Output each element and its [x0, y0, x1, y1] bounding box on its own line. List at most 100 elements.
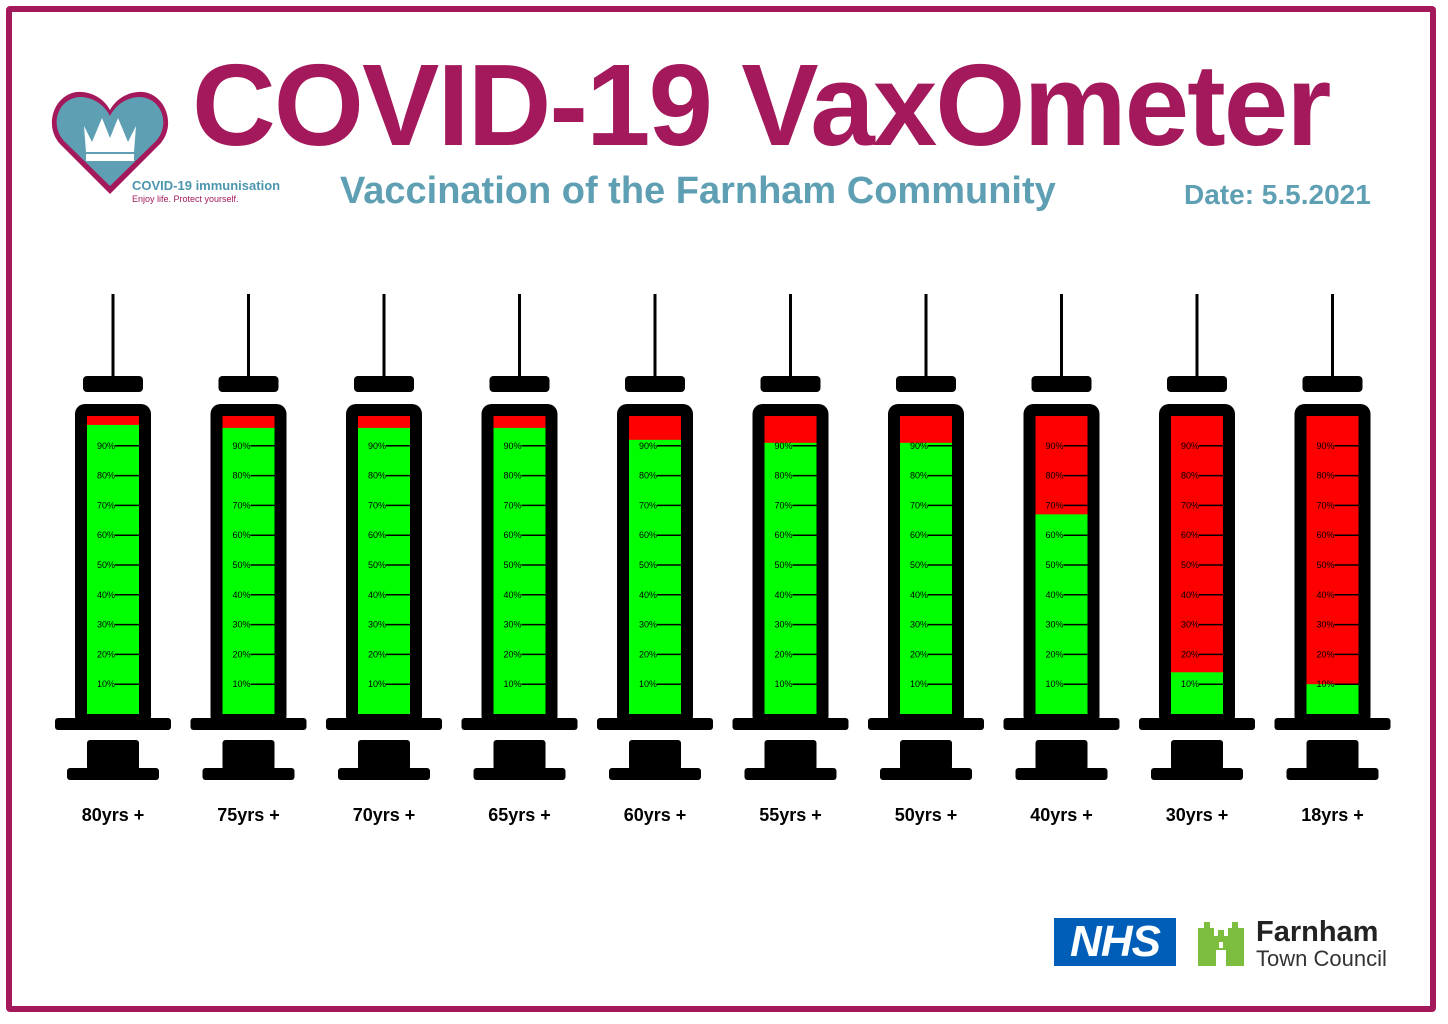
- tick-label: 20%: [639, 649, 657, 659]
- tick-label: 30%: [774, 620, 792, 630]
- tick-label: 80%: [910, 471, 928, 481]
- syringe-flange: [868, 718, 984, 730]
- syringe-flange: [326, 718, 442, 730]
- plunger-head: [744, 768, 837, 780]
- council-name: Farnham: [1256, 916, 1379, 948]
- tick-label: 40%: [97, 590, 115, 600]
- vaccinated-bar: [1035, 514, 1088, 714]
- vaccinated-bar: [87, 424, 139, 714]
- page-title: COVID-19 VaxOmeter: [192, 40, 1331, 170]
- council-subtitle: Town Council: [1256, 946, 1387, 971]
- plunger-rod: [629, 740, 681, 770]
- tick-label: 40%: [368, 590, 386, 600]
- tick-label: 40%: [774, 590, 792, 600]
- plunger-head: [202, 768, 295, 780]
- tick-label: 30%: [910, 620, 928, 630]
- tick-label: 90%: [368, 441, 386, 451]
- vaccinated-bar: [1306, 684, 1359, 714]
- tick-label: 30%: [1316, 620, 1334, 630]
- tick-label: 20%: [1316, 649, 1334, 659]
- category-label: 50yrs +: [895, 805, 958, 825]
- tick-label: 20%: [910, 649, 928, 659]
- category-label: 55yrs +: [759, 805, 822, 825]
- plunger-rod: [493, 740, 546, 770]
- page-subtitle: Vaccination of the Farnham Community: [340, 170, 1056, 212]
- needle-hub: [760, 376, 821, 392]
- tick-label: 50%: [639, 560, 657, 570]
- tick-label: 50%: [232, 560, 250, 570]
- castle-icon: [1198, 922, 1244, 966]
- tick-label: 20%: [368, 649, 386, 659]
- tick-label: 10%: [910, 679, 928, 689]
- vaccinated-bar: [900, 442, 952, 714]
- tick-label: 40%: [232, 590, 250, 600]
- tick-label: 90%: [910, 441, 928, 451]
- category-label: 60yrs +: [624, 805, 687, 825]
- plunger-head: [609, 768, 701, 780]
- tick-label: 90%: [97, 441, 115, 451]
- tick-label: 80%: [503, 471, 521, 481]
- tick-label: 90%: [503, 441, 521, 451]
- needle-hub: [1302, 376, 1363, 392]
- tick-label: 60%: [1045, 530, 1063, 540]
- plunger-head: [1151, 768, 1243, 780]
- tick-label: 40%: [1181, 590, 1199, 600]
- tick-label: 20%: [97, 649, 115, 659]
- needle-hub: [1031, 376, 1092, 392]
- category-label: 18yrs +: [1301, 805, 1364, 825]
- tick-label: 70%: [1045, 500, 1063, 510]
- tick-label: 90%: [1045, 441, 1063, 451]
- plunger-rod: [764, 740, 817, 770]
- tick-label: 70%: [639, 500, 657, 510]
- plunger-rod: [1306, 740, 1359, 770]
- vaccinated-bar: [764, 442, 817, 714]
- tick-label: 80%: [1316, 471, 1334, 481]
- tick-label: 30%: [1181, 620, 1199, 630]
- tick-label: 80%: [1045, 471, 1063, 481]
- needle-hub: [83, 376, 143, 392]
- tick-label: 50%: [368, 560, 386, 570]
- tick-label: 70%: [1316, 500, 1334, 510]
- tick-label: 20%: [503, 649, 521, 659]
- tick-label: 60%: [774, 530, 792, 540]
- tick-label: 80%: [97, 471, 115, 481]
- tick-label: 40%: [1316, 590, 1334, 600]
- tick-label: 30%: [639, 620, 657, 630]
- covid-immunisation-logo: COVID-19 immunisation Enjoy life. Protec…: [50, 86, 290, 206]
- tick-label: 10%: [97, 679, 115, 689]
- category-label: 80yrs +: [82, 805, 145, 825]
- tick-label: 70%: [368, 500, 386, 510]
- syringe-flange: [732, 718, 849, 730]
- tick-label: 70%: [503, 500, 521, 510]
- plunger-head: [473, 768, 566, 780]
- category-label: 65yrs +: [488, 805, 551, 825]
- tick-label: 20%: [1181, 649, 1199, 659]
- syringe-flange: [190, 718, 307, 730]
- tick-label: 70%: [232, 500, 250, 510]
- tick-label: 90%: [232, 441, 250, 451]
- tick-label: 10%: [1045, 679, 1063, 689]
- page-frame: [6, 6, 1436, 1012]
- tick-label: 60%: [639, 530, 657, 540]
- tick-label: 60%: [1316, 530, 1334, 540]
- tick-label: 40%: [639, 590, 657, 600]
- tick-label: 60%: [368, 530, 386, 540]
- tick-label: 30%: [97, 620, 115, 630]
- category-label: 30yrs +: [1166, 805, 1229, 825]
- tick-label: 90%: [1316, 441, 1334, 451]
- plunger-rod: [222, 740, 275, 770]
- syringe-flange: [597, 718, 713, 730]
- category-label: 75yrs +: [217, 805, 280, 825]
- tick-label: 90%: [1181, 441, 1199, 451]
- category-label: 70yrs +: [353, 805, 416, 825]
- syringe-flange: [55, 718, 171, 730]
- tick-label: 50%: [1045, 560, 1063, 570]
- tick-label: 50%: [774, 560, 792, 570]
- plunger-head: [1015, 768, 1108, 780]
- tick-label: 10%: [368, 679, 386, 689]
- tick-label: 80%: [232, 471, 250, 481]
- syringe-flange: [1003, 718, 1120, 730]
- tick-label: 60%: [97, 530, 115, 540]
- needle-hub: [1167, 376, 1227, 392]
- plunger-rod: [900, 740, 952, 770]
